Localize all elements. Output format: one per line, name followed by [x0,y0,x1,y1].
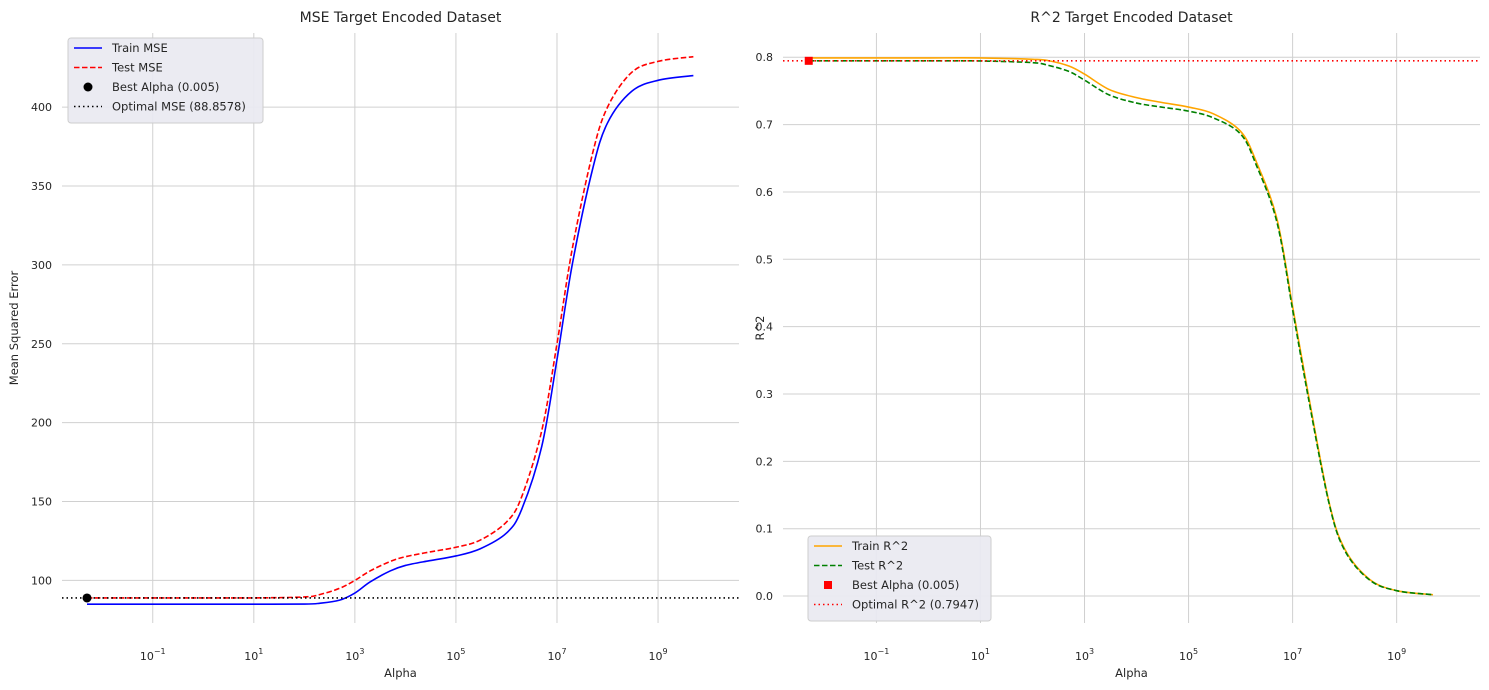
y-axis-label: R^2 [753,316,767,341]
y-tick-label: 0.3 [756,388,774,401]
x-tick-label: 109 [649,647,668,663]
x-axis-label: Alpha [1115,666,1148,680]
x-tick-label: 101 [244,647,263,663]
y-tick-label: 0.6 [756,186,774,199]
y-tick-label: 0.8 [756,51,774,64]
series-test-mse-line [86,55,694,599]
y-tick-label: 0.2 [756,455,774,468]
series-best-alpha-0-005--point [804,56,813,65]
y-tick-label: 300 [31,259,52,272]
y-tick-label: 0.4 [756,321,774,334]
x-tick-label: 103 [1075,647,1094,663]
legend-frame [67,37,264,124]
mse-chart: 10−1 101 103 105 107 109 100 150 200 250 300 350 400… [7,10,739,680]
chart-title: R^2 Target Encoded Dataset [1030,10,1233,26]
legend-label: Best Alpha (0.005) [852,578,959,592]
legend-label: Test R^2 [851,559,903,573]
series-train-mse-line [87,74,694,606]
x-tick-label: 101 [971,647,990,663]
y-tick-label: 250 [31,338,52,351]
y-tick-label: 0.7 [756,119,774,132]
y-tick-label: 0.1 [756,523,774,536]
y-tick-label: 150 [31,496,52,509]
legend-label: Optimal MSE (88.8578) [112,100,246,114]
x-axis-label: Alpha [384,666,417,680]
legend: Train R^2 Test R^2 Best Alpha (0.005) Optim… [807,535,992,622]
legend-frame [807,535,992,622]
y-tick-label: 200 [31,417,52,430]
x-tick-label: 10−1 [864,647,890,663]
x-tick-label: 105 [1179,647,1198,663]
legend-marker [83,82,93,92]
legend-label: Test MSE [111,61,163,75]
x-tick-label: 107 [1283,647,1302,663]
y-tick-label: 0.5 [756,253,774,266]
legend: Train MSE Test MSE Best Alpha (0.005) Optim… [67,37,264,124]
y-tick-label: 100 [31,574,52,587]
r2-chart: 10−1 101 103 105 107 109 0.0 0.1 0.2 0.3 0.4 0.5 0.6… [753,10,1480,680]
y-tick-label: 400 [31,101,52,114]
y-axis-label: Mean Squared Error [7,271,21,386]
chart-title: MSE Target Encoded Dataset [300,10,502,26]
legend-label: Train MSE [111,41,168,55]
legend-marker [824,581,832,589]
x-tick-label: 10−1 [140,647,166,663]
series-test-r-2-line [808,59,1434,596]
y-tick-label: 350 [31,180,52,193]
series-best-alpha-0-005--point [82,593,92,603]
legend-label: Best Alpha (0.005) [112,80,219,94]
x-tick-label: 107 [547,647,566,663]
x-tick-label: 109 [1387,647,1406,663]
legend-label: Optimal R^2 (0.7947) [852,598,979,612]
y-tick-label: 0.0 [756,590,774,603]
x-tick-label: 103 [345,647,364,663]
x-tick-label: 105 [446,647,465,663]
legend-label: Train R^2 [851,539,908,553]
